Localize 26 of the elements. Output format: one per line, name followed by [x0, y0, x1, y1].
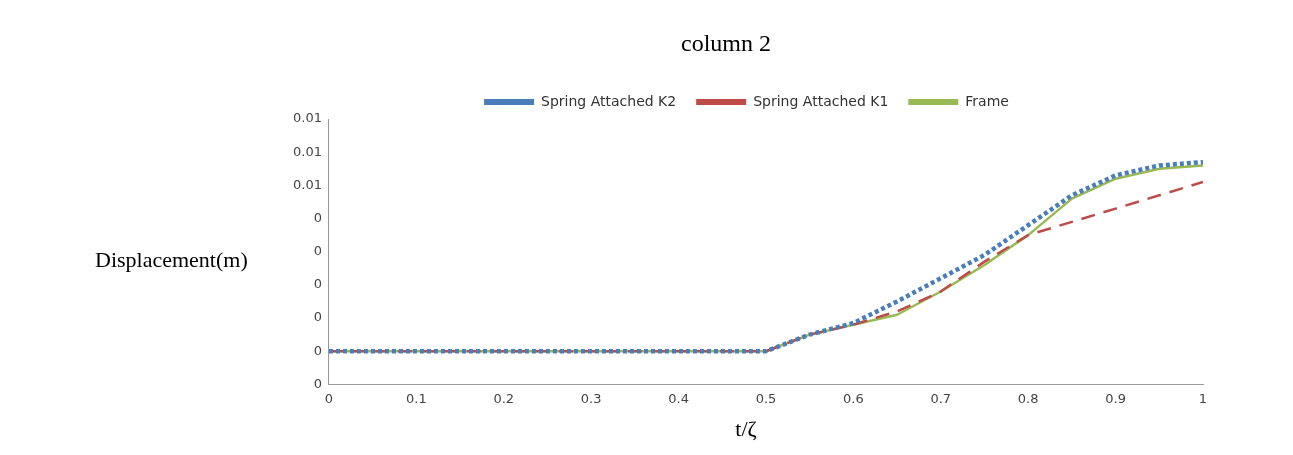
x-tick-label: 0.2: [493, 390, 515, 406]
y-tick-label: 0: [313, 209, 322, 225]
x-axis-title: t/ζ: [735, 415, 757, 441]
x-tick-label: 0.5: [755, 390, 777, 406]
y-tick-label: 0.01: [292, 143, 322, 159]
y-tick-label: 0: [313, 375, 322, 391]
chart-title: column 2: [680, 30, 771, 57]
legend-label: Spring Attached K2: [541, 92, 677, 109]
x-tick-label: 0.4: [668, 390, 689, 406]
x-tick-label: 0.7: [930, 390, 952, 406]
legend-label: Frame: [965, 92, 1009, 109]
x-tick-label: 0.3: [580, 390, 602, 406]
x-tick-label: 0.1: [406, 390, 427, 406]
y-tick-label: 0: [313, 276, 322, 292]
x-tick-label: 0.8: [1017, 390, 1039, 406]
x-tick-label: 0.9: [1105, 390, 1126, 406]
x-tick-label: 0: [324, 390, 334, 406]
y-axis-title: Displacement(m): [95, 247, 248, 273]
y-tick-label: 0: [313, 342, 322, 358]
y-tick-label: 0: [313, 243, 322, 259]
y-tick-label: 0.01: [292, 110, 322, 126]
x-tick-label: 0.6: [843, 390, 864, 406]
legend-label: Spring Attached K1: [753, 92, 889, 109]
x-tick-label: 1: [1198, 390, 1208, 406]
y-tick-label: 0.01: [292, 176, 322, 192]
y-tick-label: 0: [313, 309, 322, 325]
